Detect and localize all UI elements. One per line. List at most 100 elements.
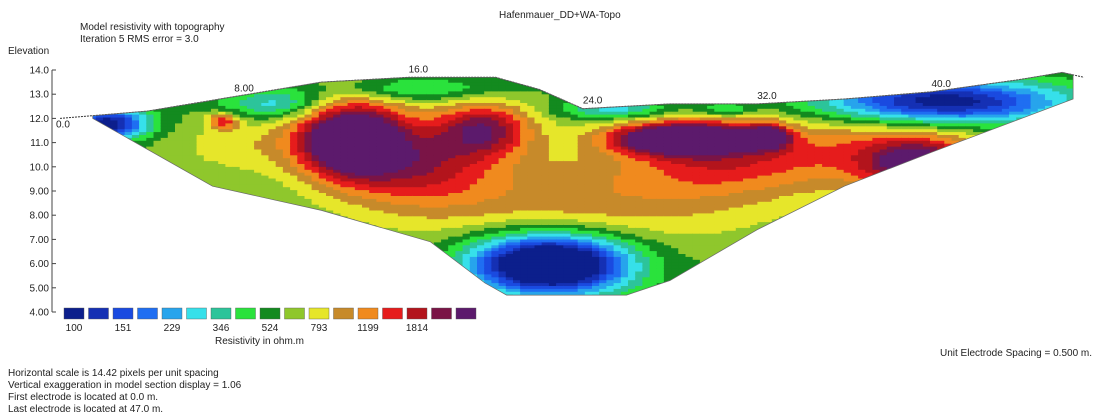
resistivity-cell (254, 204, 262, 208)
resistivity-cell (455, 288, 464, 292)
resistivity-cell (246, 270, 255, 275)
resistivity-cell (383, 236, 392, 240)
resistivity-cell (319, 297, 327, 301)
resistivity-cell (448, 160, 456, 164)
resistivity-cell (304, 201, 313, 205)
resistivity-cell (477, 233, 485, 237)
resistivity-cell (441, 116, 449, 121)
resistivity-cell (326, 221, 334, 225)
resistivity-cell (60, 82, 68, 86)
resistivity-cell (333, 291, 341, 295)
resistivity-cell (197, 297, 205, 301)
resistivity-cell (182, 90, 190, 95)
resistivity-cell (326, 256, 334, 260)
resistivity-cell (92, 79, 97, 83)
resistivity-cell (441, 207, 449, 211)
resistivity-cell (232, 241, 241, 246)
resistivity-cell (311, 262, 320, 266)
resistivity-cell (117, 119, 126, 124)
resistivity-cell (225, 238, 234, 243)
resistivity-cell (117, 128, 126, 133)
resistivity-cell (326, 172, 334, 176)
resistivity-cell (110, 265, 119, 269)
resistivity-cell (275, 268, 284, 272)
resistivity-cell (462, 285, 471, 289)
resistivity-cell (203, 186, 212, 191)
resistivity-cell (167, 99, 176, 103)
resistivity-cell (239, 111, 248, 115)
resistivity-cell (462, 250, 471, 254)
resistivity-cell (139, 177, 147, 182)
resistivity-cell (124, 230, 133, 234)
resistivity-cell (67, 178, 75, 182)
resistivity-cell (82, 268, 90, 272)
resistivity-cell (103, 230, 111, 234)
resistivity-cell (139, 68, 147, 72)
resistivity-cell (290, 87, 298, 92)
resistivity-cell (103, 76, 111, 80)
resistivity-cell (218, 68, 226, 72)
resistivity-cell (304, 285, 313, 289)
resistivity-cell (261, 282, 270, 286)
resistivity-cell (232, 177, 241, 182)
resistivity-cell (441, 189, 449, 193)
resistivity-cell (376, 102, 385, 106)
resistivity-cell (340, 195, 349, 199)
resistivity-cell (362, 285, 370, 289)
resistivity-cell (477, 114, 485, 118)
resistivity-cell (95, 250, 104, 254)
resistivity-cell (304, 273, 313, 278)
resistivity-cell (225, 221, 234, 225)
resistivity-cell (189, 215, 198, 220)
resistivity-cell (469, 114, 478, 118)
resistivity-cell (211, 151, 219, 156)
resistivity-cell (448, 212, 456, 217)
resistivity-cell (441, 195, 449, 199)
resistivity-cell (167, 166, 176, 170)
resistivity-cell (110, 218, 119, 223)
resistivity-cell (441, 244, 449, 249)
resistivity-cell (211, 125, 219, 130)
resistivity-cell (397, 180, 406, 185)
resistivity-cell (491, 175, 500, 179)
resistivity-cell (376, 230, 385, 234)
resistivity-cell (131, 87, 140, 92)
resistivity-cell (175, 236, 183, 240)
resistivity-cell (405, 247, 413, 252)
resistivity-cell (441, 177, 449, 182)
resistivity-cell (117, 227, 126, 231)
resistivity-cell (110, 177, 119, 182)
resistivity-cell (95, 224, 104, 228)
resistivity-cell (139, 151, 147, 156)
resistivity-cell (95, 273, 104, 278)
resistivity-cell (290, 163, 298, 167)
resistivity-cell (89, 65, 97, 69)
resistivity-cell (74, 140, 82, 144)
resistivity-cell (282, 96, 291, 101)
resistivity-cell (477, 172, 485, 176)
resistivity-cell (462, 87, 471, 92)
resistivity-cell (433, 172, 442, 176)
resistivity-cell (354, 90, 363, 95)
resistivity-cell (67, 271, 75, 275)
resistivity-cell (261, 90, 270, 95)
resistivity-cell (426, 183, 435, 188)
resistivity-cell (175, 93, 183, 98)
resistivity-cell (405, 265, 413, 269)
resistivity-cell (110, 236, 119, 240)
resistivity-cell (462, 73, 471, 77)
resistivity-cell (354, 247, 363, 252)
resistivity-cell (433, 90, 442, 95)
resistivity-cell (103, 146, 111, 150)
resistivity-cell (397, 291, 406, 295)
resistivity-cell (397, 102, 406, 106)
resistivity-cell (397, 99, 406, 103)
resistivity-cell (376, 215, 385, 220)
resistivity-cell (196, 140, 205, 144)
resistivity-cell (189, 137, 198, 141)
resistivity-cell (304, 79, 313, 83)
resistivity-cell (282, 169, 291, 173)
resistivity-cell (362, 105, 370, 109)
resistivity-cell (203, 215, 212, 220)
resistivity-cell (225, 163, 234, 167)
